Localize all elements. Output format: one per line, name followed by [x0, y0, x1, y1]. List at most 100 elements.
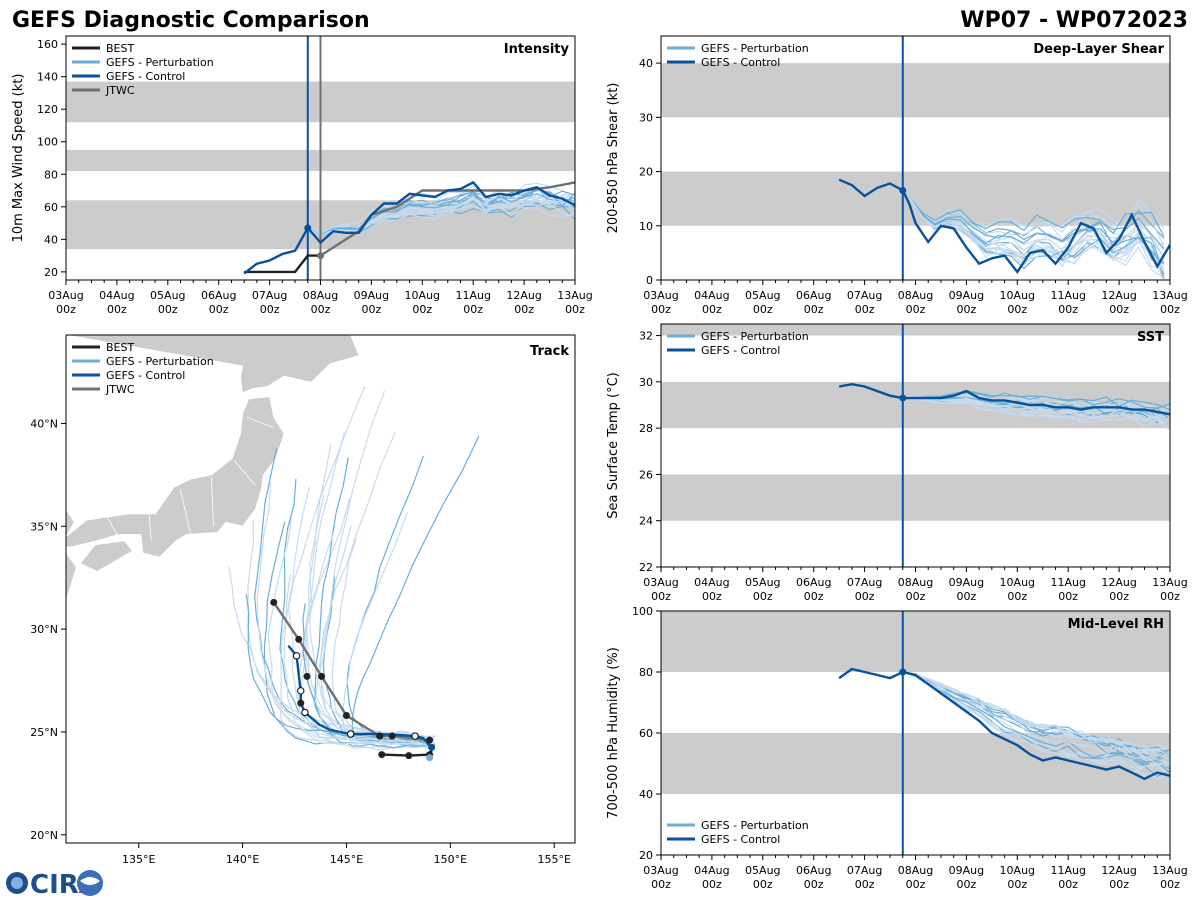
series-line-best: [244, 254, 321, 274]
x-tick-label: 140°E: [226, 853, 259, 866]
series-line-control: [838, 178, 1170, 274]
x-tick-sublabel: 00z: [1160, 303, 1180, 316]
control-init-point: [899, 187, 907, 195]
jtwc-track-point: [426, 736, 434, 744]
ensemble-member-line: [902, 397, 1170, 431]
legend-label: GEFS - Perturbation: [106, 56, 214, 69]
x-tick-sublabel: 00z: [804, 590, 824, 603]
y-tick-label: 100: [632, 605, 653, 618]
x-tick-sublabel: 00z: [855, 590, 875, 603]
ensemble-track: [346, 455, 436, 747]
x-tick-label: 10Aug: [1000, 864, 1035, 877]
x-tick-label: 12Aug: [506, 289, 541, 302]
legend-label: GEFS - Control: [701, 833, 780, 846]
legend-label: GEFS - Perturbation: [106, 355, 214, 368]
x-tick-sublabel: 00z: [1007, 303, 1027, 316]
control-track-point: [376, 732, 384, 740]
x-tick-sublabel: 00z: [651, 303, 671, 316]
map-area: [66, 335, 480, 762]
x-tick-label: 11Aug: [1050, 289, 1085, 302]
legend-label: BEST: [106, 341, 134, 354]
x-tick-sublabel: 00z: [158, 303, 178, 316]
x-tick-label: 09Aug: [354, 289, 389, 302]
x-tick-sublabel: 00z: [1058, 590, 1078, 603]
x-tick-sublabel: 00z: [412, 303, 432, 316]
x-tick-sublabel: 00z: [311, 303, 331, 316]
x-tick-label: 13Aug: [1152, 289, 1187, 302]
x-tick-label: 07Aug: [847, 864, 882, 877]
land-border: [107, 517, 119, 537]
x-tick-label: 06Aug: [201, 289, 236, 302]
logo-badge-mark: [80, 877, 100, 885]
x-tick-label: 03Aug: [643, 576, 678, 589]
plot-area: [661, 611, 1170, 855]
x-tick-label: 08Aug: [898, 576, 933, 589]
x-tick-label: 08Aug: [898, 289, 933, 302]
control-track-open-point: [346, 730, 355, 738]
x-tick-label: 150°E: [434, 853, 467, 866]
legend-label: JTWC: [105, 383, 135, 396]
x-tick-sublabel: 00z: [906, 303, 926, 316]
x-tick-label: 07Aug: [847, 576, 882, 589]
y-tick-label: 25°N: [30, 726, 58, 739]
y-tick-label: 140: [37, 71, 58, 84]
x-tick-label: 13Aug: [557, 289, 592, 302]
ensemble-track: [245, 594, 429, 742]
x-tick-label: 08Aug: [303, 289, 338, 302]
ensemble-member-line: [902, 671, 1170, 753]
x-tick-label: 13Aug: [1152, 864, 1187, 877]
x-tick-sublabel: 00z: [1058, 303, 1078, 316]
x-tick-sublabel: 00z: [1007, 590, 1027, 603]
sst-panel: 03Aug00z04Aug00z05Aug00z06Aug00z07Aug00z…: [606, 323, 1188, 603]
panel-title: Mid-Level RH: [1068, 617, 1164, 632]
legend-label: GEFS - Perturbation: [701, 330, 809, 343]
ensemble-member-line: [908, 196, 1164, 268]
y-tick-label: 30: [639, 111, 653, 124]
y-tick-label: 40: [44, 233, 58, 246]
ensemble-track: [318, 390, 436, 738]
x-tick-sublabel: 00z: [906, 590, 926, 603]
y-tick-label: 30°N: [30, 623, 58, 636]
rh-panel: 03Aug00z04Aug00z05Aug00z06Aug00z07Aug00z…: [606, 605, 1188, 891]
y-tick-label: 30: [639, 376, 653, 389]
y-axis-label: 700-500 hPa Humidity (%): [606, 647, 621, 819]
land-border: [148, 513, 152, 541]
ensemble-member-line: [307, 187, 575, 236]
ensemble-member-line: [902, 390, 1170, 411]
x-tick-sublabel: 00z: [906, 878, 926, 891]
x-tick-label: 13Aug: [1152, 576, 1187, 589]
ensemble-member-line: [307, 196, 575, 237]
x-tick-sublabel: 00z: [957, 590, 977, 603]
y-tick-label: 40: [639, 788, 653, 801]
y-tick-label: 26: [639, 468, 653, 481]
ensemble-track: [314, 431, 436, 747]
perturbation-init-point: [426, 754, 434, 762]
y-tick-label: 40°N: [30, 417, 58, 430]
jtwc-track-point: [295, 635, 303, 643]
y-axis-label: Sea Surface Temp (°C): [606, 372, 621, 519]
y-tick-label: 24: [639, 515, 653, 528]
ensemble-member-line: [902, 397, 1170, 422]
jtwc-init-point: [317, 252, 324, 260]
y-tick-label: 60: [639, 727, 653, 740]
ensemble-member-line: [908, 196, 1165, 258]
control-track-open-point: [297, 687, 305, 695]
ensemble-track: [256, 482, 434, 747]
x-tick-label: 11Aug: [455, 289, 490, 302]
x-tick-sublabel: 00z: [1109, 590, 1129, 603]
x-tick-label: 03Aug: [643, 289, 678, 302]
plot-frame: [660, 323, 1171, 568]
x-tick-sublabel: 00z: [702, 878, 722, 891]
x-tick-label: 07Aug: [847, 289, 882, 302]
x-tick-label: 07Aug: [252, 289, 287, 302]
x-tick-label: 10Aug: [405, 289, 440, 302]
ensemble-member-line: [908, 196, 1165, 246]
jtwc-track-point: [342, 711, 350, 719]
land-border: [233, 460, 256, 486]
y-tick-label: 80: [639, 666, 653, 679]
x-tick-label: 03Aug: [48, 289, 83, 302]
panel-title: Intensity: [504, 42, 570, 57]
series-line-control: [838, 667, 1170, 781]
jtwc-track-point: [388, 732, 396, 740]
